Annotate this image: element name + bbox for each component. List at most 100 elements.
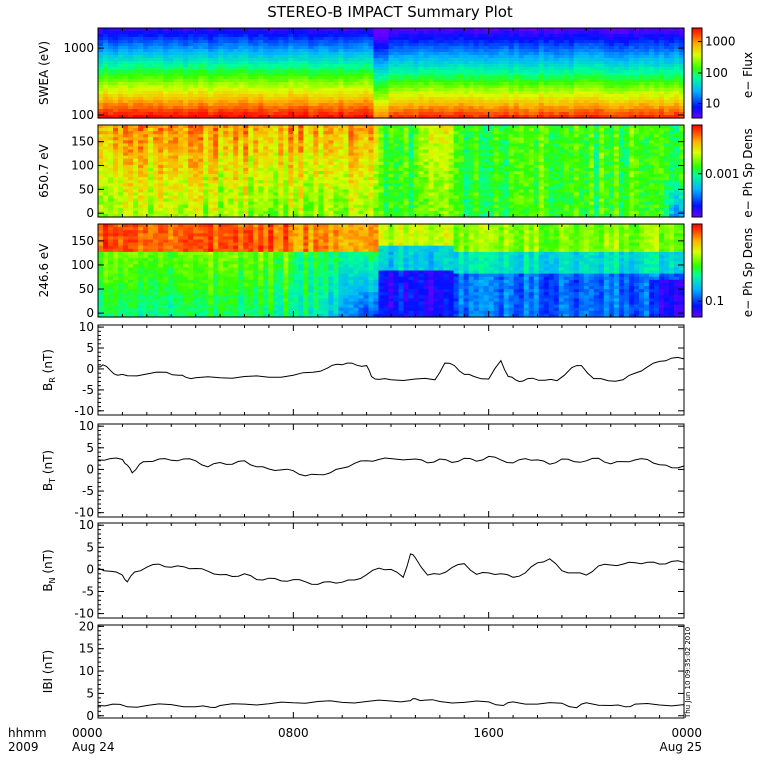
spectrogram-cell [258,186,264,190]
spectrogram-cell [328,97,334,101]
spectrogram-cell [518,112,525,116]
spectrogram-cell [453,37,460,41]
spectrogram-cell [458,34,465,38]
spectrogram-cell [288,97,294,101]
spectrogram-cell [413,34,420,38]
spectrogram-cell [443,73,450,77]
spectrogram-cell [213,55,219,59]
spectrogram-cell [628,70,635,74]
spectrogram-cell [218,180,224,184]
spectrogram-cell [383,37,390,41]
spectrogram-cell [143,43,149,47]
spectrogram-cell [303,73,309,77]
spectrogram-cell [123,140,129,144]
spectrogram-cell [668,112,675,116]
spectrogram-cell [218,192,224,197]
spectrogram-cell [288,183,294,187]
spectrogram-cell [223,88,229,92]
spectrogram-cell [338,28,345,32]
spectrogram-cell [448,97,455,101]
spectrogram-cell [248,94,254,98]
spectrogram-cell [528,94,535,98]
spectrogram-cell [213,49,219,53]
spectrogram-cell [278,67,284,71]
spectrogram-cell [173,207,179,212]
spectrogram-cell [283,88,289,92]
spectrogram-cell [233,174,239,178]
spectrogram-cell [248,46,254,50]
spectrogram-cell [318,76,324,80]
spectrogram-cell [228,112,234,116]
spectrogram-cell [243,128,249,132]
spectrogram-cell [663,64,670,68]
spectrogram-cell [628,73,635,77]
spectrogram-cell [383,112,390,116]
spectrogram-cell [283,137,289,141]
spectrogram-cell [148,97,154,101]
spectrogram-cell [338,91,345,95]
spectrogram-cell [193,195,199,200]
spectrogram-cell [188,91,194,95]
spectrogram-cell [483,82,490,86]
spectrogram-cell [168,64,174,68]
spectrogram-cell [203,55,209,59]
spectrogram-cell [198,186,204,190]
spectrogram-cell [113,82,119,86]
spectrogram-cell [308,134,314,138]
spectrogram-cell [298,31,304,35]
spectrogram-cell [518,55,525,59]
spectrogram-cell [153,204,159,209]
spectrogram-cell [138,79,144,83]
spectrogram-cell [498,40,505,44]
spectrogram-cell [268,64,274,68]
spectrogram-cell [433,34,440,38]
spectrogram-cell [128,55,134,59]
spectrogram-cell [218,152,224,157]
spectrogram-cell [663,103,670,107]
spectrogram-cell [378,49,385,53]
spectrogram-cell [138,207,144,212]
spectrogram-cell [318,55,324,59]
spectrogram-cell [103,34,109,38]
spectrogram-cell [533,112,540,116]
spectrogram-cell [578,37,585,41]
spectrogram-cell [658,43,665,47]
spectrogram-cell [183,91,189,95]
spectrogram-cell [153,43,159,47]
spectrogram-cell [238,37,244,41]
spectrogram-cell [288,79,294,83]
spectrogram-cell [313,134,319,138]
spectrogram-cell [303,97,309,101]
spectrogram-cell [468,82,475,86]
spectrogram-cell [648,64,655,68]
spectrogram-cell [103,55,109,59]
spectrogram-cell [313,52,319,56]
spectrogram-cell [158,146,164,151]
spectrogram-cell [208,61,214,65]
spectrogram-cell [398,94,405,98]
spectrogram-cell [523,82,530,86]
spectrogram-cell [168,155,174,160]
spectrogram-cell [363,106,370,110]
spectrogram-cell [118,140,124,144]
spectrogram-cell [288,143,294,148]
spectrogram-cell [288,85,294,89]
spectrogram-cell [153,161,159,166]
spectrogram-cell [178,43,184,47]
spectrogram-cell [153,88,159,92]
spectrogram-cell [268,207,274,212]
spectrogram-cell [558,37,565,41]
spectrogram-cell [508,100,515,104]
spectrogram-cell [198,103,204,107]
spectrogram-cell [258,67,264,71]
spectrogram-cell [228,97,234,101]
spectrogram-cell [553,67,560,71]
spectrogram-cell [213,134,219,138]
spectrogram-cell [608,106,615,110]
spectrogram-cell [283,97,289,101]
spectrogram-cell [313,55,319,59]
spectrogram-cell [523,94,530,98]
spectrogram-cell [448,103,455,107]
spectrogram-cell [98,152,104,157]
spectrogram-cell [593,31,600,35]
